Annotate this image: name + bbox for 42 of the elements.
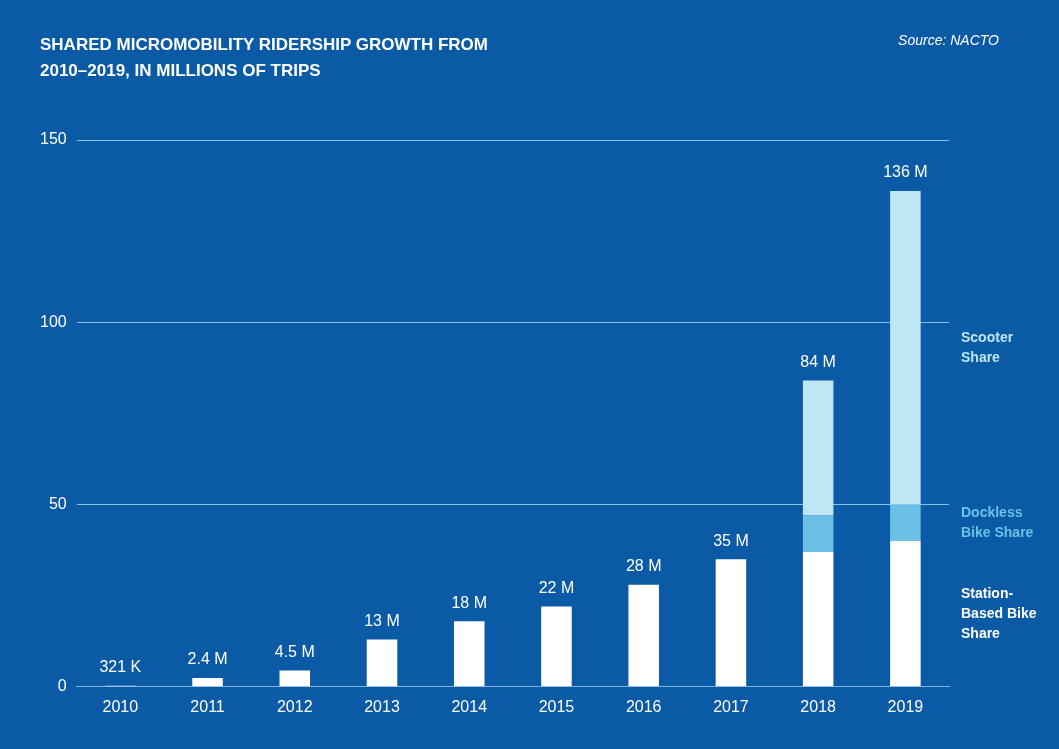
total-label: 35 M [713, 531, 749, 549]
bar [890, 191, 921, 505]
bar [802, 515, 834, 552]
x-tick-label: 2017 [713, 697, 749, 715]
bar [541, 606, 572, 687]
y-tick-label: 0 [57, 677, 67, 695]
total-label: 136 M [883, 163, 928, 181]
x-tick-label: 2018 [800, 697, 837, 715]
source-note: Source: NACTO [898, 32, 999, 48]
text: Scooter Share [961, 328, 1014, 365]
x-tick-label: 2012 [276, 697, 313, 715]
text: Dockless Bike Share [961, 503, 1034, 540]
x-tick-label: 2013 [364, 697, 400, 715]
bar [802, 551, 834, 687]
bar [890, 540, 921, 687]
bar [453, 621, 485, 687]
total-label: 4.5 M [274, 642, 315, 660]
bar [279, 670, 311, 687]
total-label: 84 M [800, 353, 836, 370]
y-tick-label: 50 [48, 494, 67, 512]
total-label: 28 M [625, 557, 662, 575]
total-label: 13 M [364, 611, 400, 629]
chart-title: SHARED MICROMOBILITY RIDERSHIP GROWTH FROM 2010–2019, IN MILLIONS OF TRIPS [40, 34, 489, 82]
bar [192, 678, 223, 687]
total-label: 22 M [538, 579, 575, 597]
bar [802, 380, 834, 516]
total-label: 2.4 M [187, 650, 228, 668]
total-label: 321 K [99, 658, 142, 676]
total-label: 18 M [451, 593, 488, 611]
bar [366, 639, 398, 687]
text: Station-Based Bike Share [961, 584, 1037, 641]
x-tick-label: 2014 [451, 697, 488, 715]
x-tick-label: 2011 [190, 697, 225, 715]
x-tick-label: 2015 [538, 697, 575, 715]
x-tick-label: 2016 [625, 697, 662, 715]
x-tick-label: 2010 [102, 697, 139, 715]
x-tick-label: 2019 [887, 697, 924, 715]
y-tick-label: 100 [39, 312, 67, 330]
bar [715, 559, 747, 687]
bar [628, 584, 659, 687]
y-tick-label: 150 [39, 130, 67, 148]
bar [890, 504, 921, 541]
